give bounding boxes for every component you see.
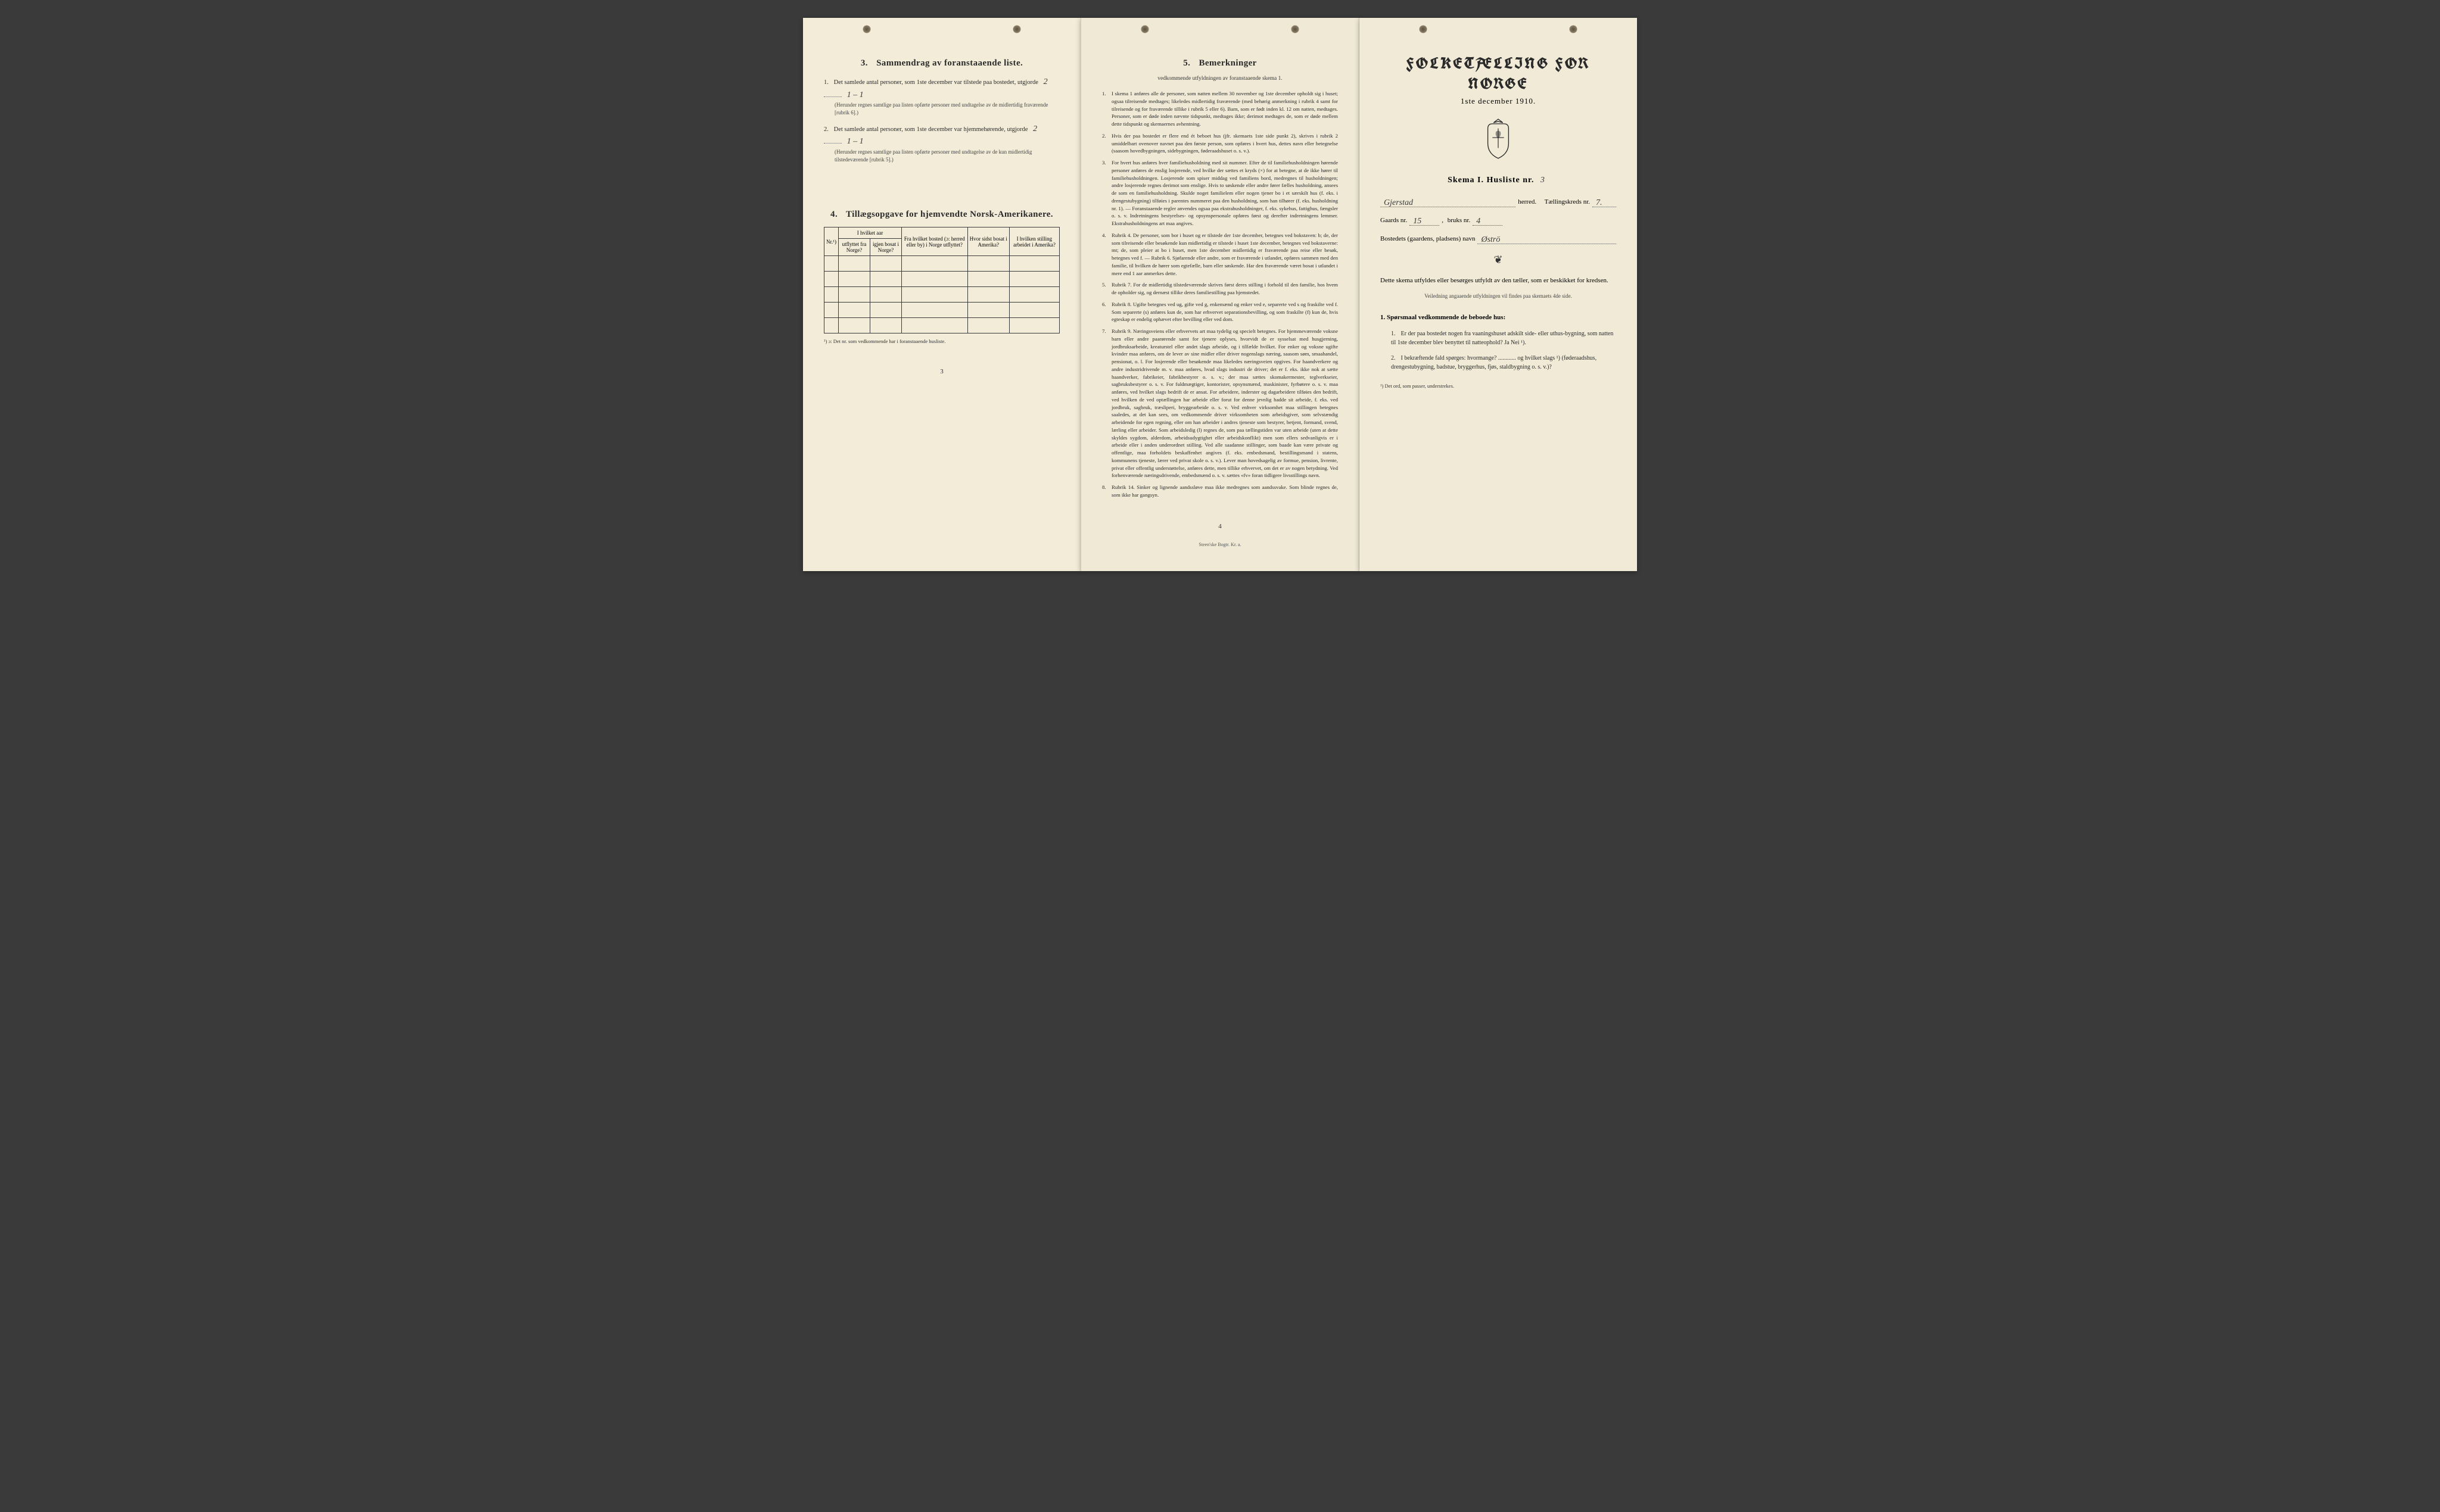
rule-item: Rubrik 4. De personer, som bor i huset o… bbox=[1102, 232, 1338, 278]
rule-item: I skema 1 anføres alle de personer, som … bbox=[1102, 90, 1338, 128]
binding-hole bbox=[1141, 25, 1149, 33]
section-number: 4. bbox=[830, 210, 838, 219]
bosted-row: Bostedets (gaardens, pladsens) navn Østr… bbox=[1380, 234, 1616, 244]
kreds-label: Tællingskreds nr. bbox=[1545, 198, 1590, 205]
binding-hole bbox=[863, 25, 871, 33]
bosted-label: Bostedets (gaardens, pladsens) navn bbox=[1380, 235, 1475, 242]
bruks-label: bruks nr. bbox=[1448, 217, 1471, 224]
printer-credit: Steen'ske Bogtr. Kr. a. bbox=[1102, 542, 1338, 547]
skema-line: Skema I. Husliste nr. 3 bbox=[1380, 176, 1616, 185]
binding-hole bbox=[1291, 25, 1299, 33]
section-heading: Sammendrag av foranstaaende liste. bbox=[876, 58, 1023, 68]
item-note: (Herunder regnes samtlige paa listen opf… bbox=[835, 148, 1060, 163]
col-from: Fra hvilket bosted (ɔ: herred eller by) … bbox=[902, 227, 968, 256]
summary-item-1: 1. Det samlede antal personer, som 1ste … bbox=[824, 76, 1060, 117]
page-right: FOLKETÆLLING FOR NORGE 1ste december 191… bbox=[1359, 18, 1637, 571]
handwritten-value: 2 bbox=[1029, 124, 1041, 133]
questions-heading: 1. Spørsmaal vedkommende de beboede hus: bbox=[1380, 314, 1505, 321]
emigrant-table: Nr.¹) I hvilket aar Fra hvilket bosted (… bbox=[824, 227, 1060, 333]
table-row bbox=[824, 256, 1060, 272]
item-text: Det samlede antal personer, som 1ste dec… bbox=[834, 79, 1038, 86]
table-row bbox=[824, 272, 1060, 287]
instruction-text: Dette skema utfyldes eller besørges utfy… bbox=[1380, 276, 1616, 286]
main-title: FOLKETÆLLING FOR NORGE bbox=[1380, 54, 1616, 94]
question-list: 1. Er der paa bostedet nogen fra vaaning… bbox=[1391, 329, 1616, 372]
item-number: 1. bbox=[824, 78, 832, 88]
census-date: 1ste december 1910. bbox=[1380, 96, 1616, 106]
question-text: Er der paa bostedet nogen fra vaaningshu… bbox=[1391, 331, 1613, 347]
husliste-number: 3 bbox=[1537, 176, 1549, 185]
item-number: 2. bbox=[824, 125, 832, 135]
col-nr: Nr.¹) bbox=[824, 227, 839, 256]
rule-item: Rubrik 14. Sinker og lignende aandssløve… bbox=[1102, 484, 1338, 499]
binding-hole bbox=[1013, 25, 1021, 33]
section-heading: Tillægsopgave for hjemvendte Norsk-Ameri… bbox=[846, 210, 1053, 219]
page-left: 3. Sammendrag av foranstaaende liste. 1.… bbox=[803, 18, 1081, 571]
ornament-icon: ❦ bbox=[1380, 254, 1616, 266]
section-subtitle: vedkommende utfyldningen av foranstaaend… bbox=[1102, 76, 1338, 82]
page-footnote: ¹) Det ord, som passer, understrekes. bbox=[1380, 383, 1616, 389]
coat-of-arms-icon bbox=[1380, 118, 1616, 163]
bosted-value: Øströ bbox=[1477, 235, 1504, 244]
item-note: (Herunder regnes samtlige paa listen opf… bbox=[835, 101, 1060, 116]
table-row bbox=[824, 287, 1060, 303]
item-number: 1. bbox=[1391, 329, 1399, 339]
rule-item: Rubrik 7. For de midlertidig tilstedevær… bbox=[1102, 281, 1338, 297]
herred-row: Gjerstad herred. Tællingskreds nr. 7. bbox=[1380, 197, 1616, 207]
skema-label: Skema I. Husliste nr. bbox=[1448, 176, 1534, 185]
table-row bbox=[824, 303, 1060, 318]
col-occupation: I hvilken stilling arbeidet i Amerika? bbox=[1009, 227, 1059, 256]
col-year-group: I hvilket aar bbox=[838, 227, 901, 239]
section-heading: Bemerkninger bbox=[1199, 58, 1256, 68]
section-5-title: 5. Bemerkninger bbox=[1102, 58, 1338, 68]
section-4-title: 4. Tillægsopgave for hjemvendte Norsk-Am… bbox=[824, 210, 1060, 220]
col-where: Hvor sidst bosat i Amerika? bbox=[967, 227, 1009, 256]
herred-value: Gjerstad bbox=[1380, 198, 1417, 207]
bruks-value: 4 bbox=[1473, 217, 1484, 226]
page-middle: 5. Bemerkninger vedkommende utfyldningen… bbox=[1081, 18, 1359, 571]
table-footnote: ¹) ɔ: Det nr. som vedkommende har i fora… bbox=[824, 338, 1060, 344]
gaards-label: Gaards nr. bbox=[1380, 217, 1407, 224]
binding-hole bbox=[1419, 25, 1427, 33]
rules-list: I skema 1 anføres alle de personer, som … bbox=[1102, 90, 1338, 499]
page-number: 4 bbox=[1102, 523, 1338, 530]
document-spread: 3. Sammendrag av foranstaaende liste. 1.… bbox=[803, 18, 1637, 571]
gaards-row: Gaards nr. 15 , bruks nr. 4 bbox=[1380, 216, 1616, 226]
item-number: 2. bbox=[1391, 354, 1399, 363]
handwritten-value: 2 bbox=[1040, 77, 1051, 86]
question-text: I bekræftende fald spørges: hvormange? .… bbox=[1391, 355, 1596, 371]
rule-item: Hvis der paa bostedet er flere end ét be… bbox=[1102, 132, 1338, 155]
rule-item: For hvert hus anføres hver familiehushol… bbox=[1102, 159, 1338, 227]
section-number: 3. bbox=[861, 58, 868, 68]
col-emigrated: utflyttet fra Norge? bbox=[838, 239, 870, 256]
binding-hole bbox=[1569, 25, 1577, 33]
table-row bbox=[824, 318, 1060, 333]
table-body bbox=[824, 256, 1060, 333]
summary-item-2: 2. Det samlede antal personer, som 1ste … bbox=[824, 123, 1060, 164]
blank-line bbox=[824, 91, 842, 96]
section-3-title: 3. Sammendrag av foranstaaende liste. bbox=[824, 58, 1060, 68]
herred-label: herred. bbox=[1518, 198, 1536, 205]
col-returned: igjen bosat i Norge? bbox=[870, 239, 901, 256]
kreds-value: 7. bbox=[1592, 198, 1606, 207]
handwritten-value: 1 – 1 bbox=[844, 91, 867, 99]
blank-line bbox=[824, 138, 842, 144]
page-number: 3 bbox=[824, 368, 1060, 375]
handwritten-value: 1 – 1 bbox=[844, 137, 867, 146]
section-number: 5. bbox=[1183, 58, 1190, 68]
rule-item: Rubrik 8. Ugifte betegnes ved ug, gifte … bbox=[1102, 301, 1338, 323]
gaards-value: 15 bbox=[1409, 217, 1425, 226]
rule-item: Rubrik 9. Næringsveiens eller erhvervets… bbox=[1102, 328, 1338, 479]
question-1: 1. Er der paa bostedet nogen fra vaaning… bbox=[1391, 329, 1616, 348]
instruction-sub: Veiledning angaaende utfyldningen vil fi… bbox=[1380, 292, 1616, 300]
item-text: Det samlede antal personer, som 1ste dec… bbox=[834, 126, 1028, 133]
question-2: 2. I bekræftende fald spørges: hvormange… bbox=[1391, 354, 1616, 372]
